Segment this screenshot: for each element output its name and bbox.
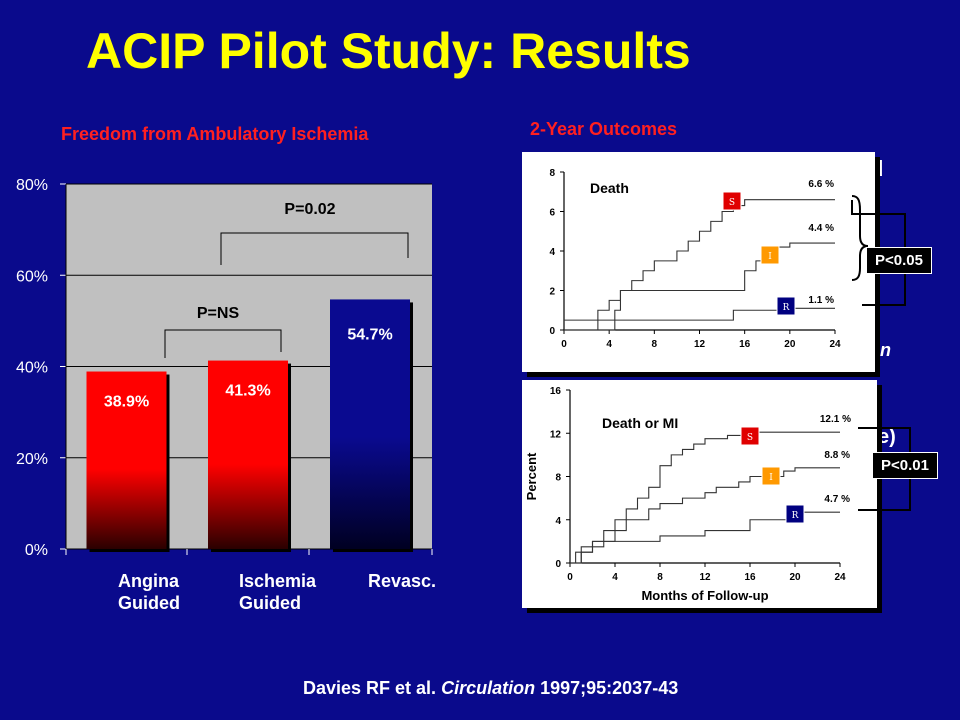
panel-title: Death or MI: [602, 415, 678, 431]
x-tick-label: 8: [657, 572, 663, 583]
x-tick-label: 4: [612, 572, 618, 583]
arm-tag-box: [740, 426, 760, 446]
citation-authors: Davies RF et al.: [303, 678, 437, 698]
y-tick-label: 80%: [16, 177, 48, 194]
p-value-death-mi: P<0.01: [872, 452, 938, 479]
arm-tag-box: [760, 245, 780, 265]
data-label: 54.7%: [347, 326, 392, 343]
x-tick-label: 8: [652, 339, 658, 350]
arm-tag-letter: I: [769, 473, 773, 483]
category-ischemia-line2: Guided: [239, 593, 301, 613]
bar: [86, 371, 167, 549]
arm-tag-box: [761, 466, 781, 486]
y-tick-label: 8: [549, 168, 555, 179]
km-subtitle: 2-Year Outcomes: [530, 119, 678, 139]
category-ischemia: Ischemia Guided: [239, 570, 316, 614]
x-tick-label: 24: [829, 339, 841, 350]
km-curve-r: [570, 511, 840, 564]
data-label: 38.9%: [104, 394, 149, 411]
y-tick-label: 6: [549, 208, 555, 219]
category-angina: Angina Guided: [118, 570, 180, 614]
arm-tag-box: [722, 191, 742, 211]
x-tick-label: 12: [699, 572, 711, 583]
category-revasc: Revasc.: [368, 570, 436, 592]
y-tick-label: 0: [555, 559, 561, 570]
y-tick-label: 40%: [16, 360, 48, 377]
category-angina-line2: Guided: [118, 593, 180, 613]
x-tick-label: 16: [739, 339, 751, 350]
km-curve-i: [564, 242, 835, 331]
end-label: 4.4 %: [808, 223, 834, 234]
slide-title: ACIP Pilot Study: Results: [86, 23, 691, 79]
bar: [330, 299, 410, 549]
category-ischemia-line1: Ischemia: [239, 571, 317, 591]
x-tick-label: 4: [606, 339, 612, 350]
death-km-panel: 0 2 4 6 8 0 4 8 12 16 20 24 6.6 % S 4.4 % I 1.1 % R Death: [522, 152, 875, 372]
category-revasc-line1: Revasc.: [368, 571, 437, 591]
pvalue-bracket-ns: [164, 329, 282, 358]
y-tick-label: 4: [555, 516, 561, 527]
pvalue-bracket-all: [220, 232, 409, 265]
bar: [208, 360, 288, 549]
y-tick-label: 4: [549, 247, 555, 258]
end-label: 1.1 %: [808, 295, 834, 306]
y-tick-label: 20%: [16, 451, 48, 468]
obscured-text-fragment: n: [880, 340, 891, 360]
x-tick-label: 0: [561, 339, 567, 350]
citation-journal: Circulation: [441, 678, 536, 698]
y-tick-label: 0%: [25, 542, 48, 559]
x-tick-label: 20: [784, 339, 796, 350]
category-angina-line1: Angina: [118, 571, 179, 591]
y-axis-label: Percent: [524, 452, 539, 500]
obscured-text-fragment: e): [878, 426, 896, 448]
arm-tag-letter: S: [747, 433, 753, 443]
arm-tag-letter: R: [792, 511, 799, 521]
arm-tag-box: [785, 504, 805, 524]
km-curve-s: [564, 199, 835, 331]
x-tick-label: 24: [834, 572, 846, 583]
end-label: 6.6 %: [808, 179, 834, 190]
y-tick-label: 12: [550, 429, 562, 440]
y-tick-label: 0: [549, 326, 555, 337]
y-tick-label: 16: [550, 386, 562, 397]
pvalue-ns: P=NS: [197, 305, 240, 322]
arm-tag-letter: R: [783, 303, 790, 313]
end-label: 8.8 %: [824, 450, 850, 461]
y-tick-label: 2: [549, 287, 555, 298]
y-tick-label: 8: [555, 473, 561, 484]
y-tick-label: 60%: [16, 268, 48, 285]
death-mi-km-panel: 0 4 8 12 16 0 4 8 12 16 20 24 12.1 % S 8.8 % I 4.7 % R Dea…: [522, 380, 877, 608]
x-axis-label: Months of Follow-up: [641, 588, 768, 603]
citation-ref: 1997;95:2037-43: [540, 678, 679, 698]
citation: Davies RF et al. Circulation 1997;95:203…: [303, 678, 678, 699]
x-tick-label: 0: [567, 572, 573, 583]
end-label: 12.1 %: [820, 414, 851, 425]
bar-chart-subtitle: Freedom from Ambulatory Ischemia: [61, 124, 369, 144]
death-mi-km-chart: 0 4 8 12 16 0 4 8 12 16 20 24 12.1 % S 8.8 % I 4.7 % R Dea…: [524, 386, 851, 603]
x-tick-label: 16: [744, 572, 756, 583]
x-tick-label: 20: [789, 572, 801, 583]
p-value-death: P<0.05: [866, 247, 932, 274]
panel-title: Death: [590, 180, 629, 196]
arm-tag-letter: I: [768, 252, 772, 262]
pvalue-all: P=0.02: [284, 201, 335, 218]
end-label: 4.7 %: [824, 494, 850, 505]
x-tick-label: 12: [694, 339, 706, 350]
bar-chart: 0% 20% 40% 60% 80% 38.9% 41.3% 54.7% P=0.02 P=NS: [16, 177, 433, 559]
arm-tag-letter: S: [729, 198, 735, 208]
arm-tag-box: [776, 296, 796, 316]
data-label: 41.3%: [225, 383, 270, 400]
